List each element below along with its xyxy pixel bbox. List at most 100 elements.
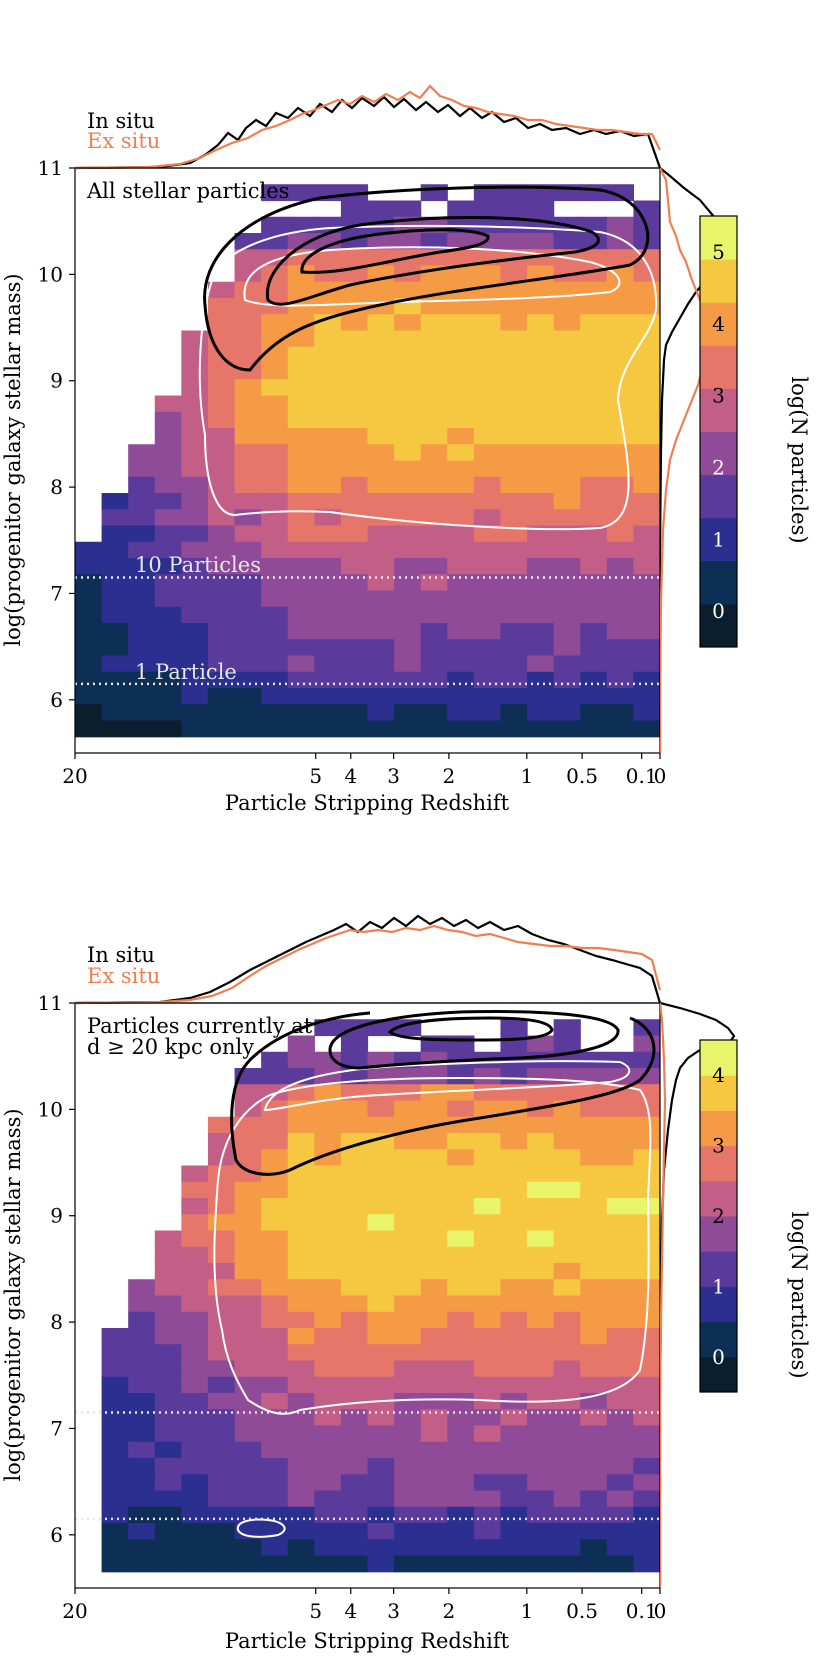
heatmap-cell (367, 281, 395, 299)
heatmap-cell (500, 216, 528, 234)
heatmap-cell (500, 1198, 528, 1215)
heatmap-cell (234, 639, 262, 657)
heatmap-cell (580, 509, 608, 527)
heatmap-cell (207, 606, 236, 624)
heatmap-cell (420, 558, 448, 575)
heatmap-cell (234, 1279, 262, 1297)
heatmap-cell (473, 1133, 502, 1150)
heatmap-cell (340, 1539, 369, 1557)
heatmap-cell (553, 1133, 581, 1150)
heatmap-cell (128, 460, 156, 478)
heatmap-cell (394, 314, 422, 332)
heatmap-cell (234, 346, 262, 364)
heatmap-cell (181, 1458, 209, 1475)
heatmap-cell (420, 1344, 448, 1362)
heatmap-cell (447, 1490, 475, 1508)
heatmap-cell (314, 1100, 342, 1118)
heatmap-cell (234, 1458, 262, 1475)
heatmap-cell (473, 704, 502, 722)
heatmap-cell (580, 671, 608, 689)
heatmap-cell (367, 1068, 395, 1085)
top-hist-exsitu (74, 924, 662, 1005)
heatmap-cell (261, 395, 289, 413)
heatmap-cell (314, 1523, 342, 1540)
heatmap-cell (128, 1393, 156, 1410)
insitu-contour-inner (300, 228, 490, 274)
heatmap-cell (420, 1295, 448, 1313)
heatmap-cell (367, 1555, 395, 1573)
heatmap-cell (234, 671, 262, 689)
heatmap-cells (75, 184, 660, 738)
heatmap-cell (500, 233, 528, 250)
heatmap-cell (314, 1311, 342, 1329)
heatmap-cell (314, 541, 342, 559)
heatmap-cell (606, 623, 635, 640)
heatmap-cell (447, 1149, 475, 1167)
heatmap-cell (447, 1100, 475, 1118)
heatmap-cell (606, 314, 635, 332)
heatmap-cell (234, 1198, 262, 1215)
heatmap-cell (128, 1490, 156, 1508)
heatmap-cell (207, 476, 236, 494)
heatmap-cell (101, 1555, 129, 1573)
colorbar-segment (700, 345, 737, 389)
heatmap-cell (447, 1311, 475, 1329)
heatmap-cell (580, 1279, 608, 1297)
heatmap-cell (261, 1230, 289, 1248)
heatmap-cell (340, 1116, 369, 1134)
heatmap-cell (633, 1523, 660, 1540)
heatmap-cell (367, 1360, 395, 1378)
heatmap-cell (314, 525, 342, 543)
heatmap-cell (447, 623, 475, 640)
heatmap-cell (234, 1181, 262, 1199)
panel-label-line1: Particles currently at (87, 1014, 313, 1038)
heatmap-cell (261, 623, 289, 640)
heatmap-cell (128, 720, 156, 738)
heatmap-cell (340, 1393, 369, 1410)
heatmap-cell (553, 1181, 581, 1199)
heatmap-cell (340, 1214, 369, 1232)
contours (75, 1010, 660, 1538)
heatmap-cell (154, 590, 182, 608)
heatmap-cell (181, 1376, 209, 1394)
y-tick-label: 8 (50, 475, 63, 499)
heatmap-cell (553, 1441, 581, 1459)
heatmap-cell (606, 1246, 635, 1264)
heatmap-cell (553, 1214, 581, 1232)
heatmap-cell (287, 281, 315, 299)
heatmap-cell (234, 265, 262, 283)
heatmap-cell (553, 1165, 581, 1183)
heatmap-cell (261, 1393, 289, 1410)
colorbar: 0 1 2 3 4 5 (699, 215, 738, 648)
heatmap-cell (447, 1376, 475, 1394)
heatmap-cell (394, 200, 422, 218)
heatmap-cell (447, 233, 475, 250)
heatmap-cell (473, 395, 502, 413)
heatmap-cell (101, 671, 129, 689)
heatmap-cell (287, 379, 315, 397)
heatmap-cell (75, 606, 103, 624)
heatmap-cell (181, 330, 209, 348)
heatmap-cell (287, 330, 315, 348)
heatmap-cell (447, 265, 475, 283)
heatmap-cell (420, 704, 448, 722)
heatmap-cell (553, 1555, 581, 1573)
heatmap-cell (340, 1149, 369, 1167)
x-axis-label: Particle Stripping Redshift (225, 791, 510, 815)
heatmap-cell (420, 1100, 448, 1118)
heatmap-cell (234, 1084, 262, 1102)
heatmap-cell (367, 1441, 395, 1459)
heatmap-cell (553, 233, 581, 250)
heatmap-cell (606, 1165, 635, 1183)
heatmap-cell (633, 1539, 660, 1557)
heatmap-cell (287, 1474, 315, 1492)
heatmap-cell (420, 1230, 448, 1248)
heatmap-cell (261, 379, 289, 397)
heatmap-cell (473, 1084, 502, 1102)
heatmap-cell (287, 1523, 315, 1540)
heatmap-cell (473, 200, 502, 218)
heatmap-cell (580, 298, 608, 315)
heatmap-cell (633, 606, 660, 624)
heatmap-cell (261, 184, 289, 202)
heatmap-cell (580, 1360, 608, 1378)
